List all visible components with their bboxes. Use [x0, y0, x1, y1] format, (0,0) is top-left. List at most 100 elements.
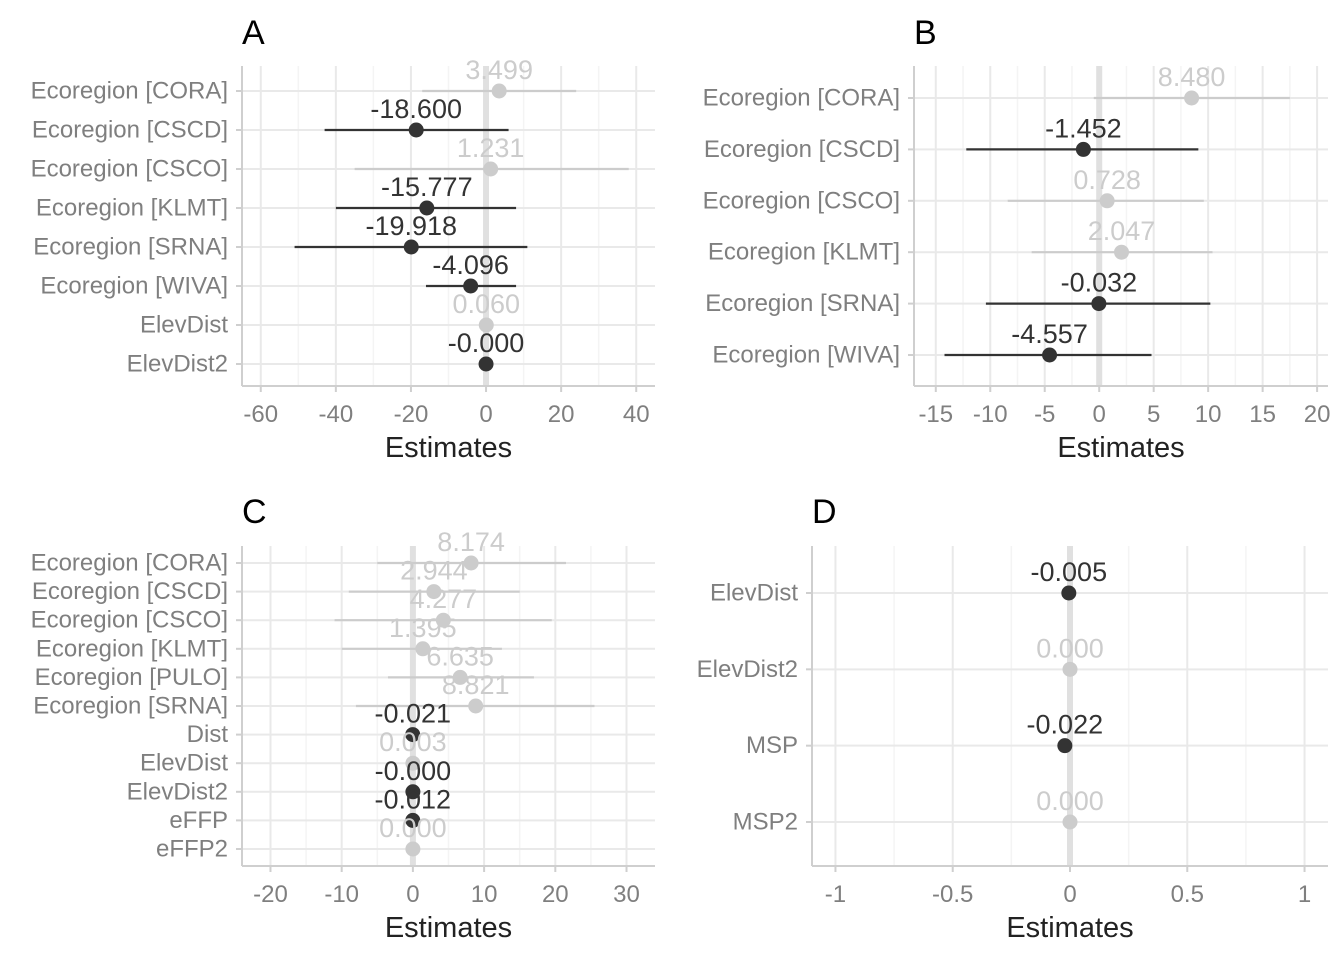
estimate-point — [405, 784, 421, 800]
panel-title: D — [812, 493, 837, 531]
x-axis-label: Estimates — [1057, 432, 1184, 464]
estimate-label: -0.000 — [375, 756, 452, 786]
x-tick-label: 5 — [1147, 401, 1160, 428]
panel-d: D ElevDist ElevDist2 MSP MSP2 -1 -0.5 0 0.5 1 Esti… — [697, 493, 1328, 944]
estimate-label: -1.452 — [1045, 113, 1122, 143]
term-label: ElevDist2 — [127, 351, 228, 378]
x-axis-label: Estimates — [1006, 912, 1133, 944]
term-label: Ecoregion [SRNA] — [33, 234, 228, 261]
term-label: Ecoregion [KLMT] — [708, 239, 900, 266]
term-label: ElevDist2 — [127, 778, 228, 805]
term-label: Ecoregion [CSCO] — [31, 156, 228, 183]
estimate-label: 3.499 — [465, 55, 533, 85]
estimate-point — [491, 83, 507, 99]
estimate-label: 2.944 — [400, 556, 468, 586]
estimate-point — [468, 698, 484, 714]
x-tick-label: -1 — [825, 881, 846, 908]
term-label: Dist — [187, 721, 229, 748]
x-tick-label: 0 — [1093, 401, 1106, 428]
estimate-point — [1184, 90, 1200, 106]
term-label: eFFP — [169, 807, 228, 834]
estimate-point — [419, 200, 435, 216]
x-tick-label: 40 — [623, 401, 650, 428]
estimate-label: -0.012 — [375, 784, 452, 814]
term-label: Ecoregion [CORA] — [31, 78, 228, 105]
x-tick-label: 0.5 — [1171, 881, 1204, 908]
term-label: eFFP2 — [156, 836, 228, 863]
estimate-point — [405, 812, 421, 828]
estimate-point — [403, 239, 419, 255]
term-label: ElevDist — [710, 580, 798, 607]
estimate-label: 1.395 — [389, 613, 457, 643]
term-label: MSP — [746, 732, 798, 759]
x-tick-label: -40 — [319, 401, 354, 428]
estimate-label: 8.480 — [1158, 62, 1226, 92]
estimate-label: -15.777 — [381, 172, 473, 202]
estimate-label: -0.032 — [1061, 268, 1138, 298]
estimate-point — [426, 584, 442, 600]
term-label: ElevDist2 — [697, 656, 798, 683]
estimate-label: -0.021 — [374, 699, 451, 729]
estimate-label: 1.231 — [457, 133, 525, 163]
estimate-point — [435, 612, 451, 628]
estimate-label: 0.000 — [1036, 786, 1104, 816]
panel-title: B — [914, 14, 937, 52]
term-label: Ecoregion [CSCO] — [703, 187, 900, 214]
x-tick-label: -20 — [253, 881, 288, 908]
panel-b: B Ecoregion [CORA] Ecoregion [CSCD] Ecoregi… — [703, 14, 1331, 464]
estimate-point — [1042, 347, 1058, 363]
estimate-point — [1057, 738, 1073, 754]
term-label: Ecoregion [PULO] — [35, 664, 228, 691]
x-tick-label: 0 — [479, 401, 492, 428]
x-tick-label: 10 — [471, 881, 498, 908]
x-tick-label: 0 — [406, 881, 419, 908]
x-tick-label: -10 — [973, 401, 1008, 428]
estimate-point — [408, 122, 424, 138]
estimate-label: -0.000 — [448, 328, 525, 358]
estimate-point — [478, 356, 494, 372]
estimate-label: 4.277 — [410, 584, 478, 614]
estimate-label: -4.096 — [432, 250, 509, 280]
x-tick-label: -20 — [394, 401, 429, 428]
estimate-point — [1099, 193, 1115, 209]
term-label: Ecoregion [WIVA] — [40, 273, 228, 300]
estimate-point — [478, 317, 494, 333]
x-tick-label: 10 — [1195, 401, 1222, 428]
estimate-label: -0.022 — [1027, 710, 1104, 740]
estimate-label: 0.728 — [1073, 165, 1141, 195]
estimate-label: -0.005 — [1031, 557, 1108, 587]
x-tick-label: 20 — [542, 881, 569, 908]
term-label: Ecoregion [CSCD] — [32, 117, 228, 144]
x-tick-label: 30 — [613, 881, 640, 908]
estimate-label: 6.635 — [426, 641, 494, 671]
x-tick-label: 20 — [548, 401, 575, 428]
estimate-label: 0.000 — [1036, 633, 1104, 663]
panel-title: C — [242, 493, 267, 531]
estimate-label: 0.003 — [379, 727, 447, 757]
estimate-point — [405, 755, 421, 771]
term-label: ElevDist — [140, 750, 228, 777]
x-tick-label: -60 — [243, 401, 278, 428]
estimate-point — [463, 555, 479, 571]
x-tick-label: -5 — [1034, 401, 1055, 428]
x-axis-label: Estimates — [385, 432, 512, 464]
term-label: Ecoregion [CSCD] — [704, 136, 900, 163]
estimate-point — [405, 841, 421, 857]
x-tick-label: 1 — [1298, 881, 1311, 908]
x-tick-label: -0.5 — [932, 881, 973, 908]
term-label: Ecoregion [WIVA] — [712, 342, 900, 369]
estimate-label: -4.557 — [1011, 319, 1088, 349]
x-axis-label: Estimates — [385, 912, 512, 944]
estimate-point — [1114, 244, 1130, 260]
term-label: Ecoregion [CORA] — [703, 85, 900, 112]
x-tick-label: 0 — [1063, 881, 1076, 908]
term-label: Ecoregion [SRNA] — [705, 290, 900, 317]
term-label: Ecoregion [KLMT] — [36, 195, 228, 222]
estimate-label: 0.060 — [452, 289, 520, 319]
estimate-label: 8.174 — [437, 527, 505, 557]
term-label: Ecoregion [CORA] — [31, 550, 228, 577]
estimate-point — [1075, 141, 1091, 157]
panel-a: A Ecoregion [CORA] Ecoregion [CSCD] Ecoregi… — [31, 14, 655, 464]
